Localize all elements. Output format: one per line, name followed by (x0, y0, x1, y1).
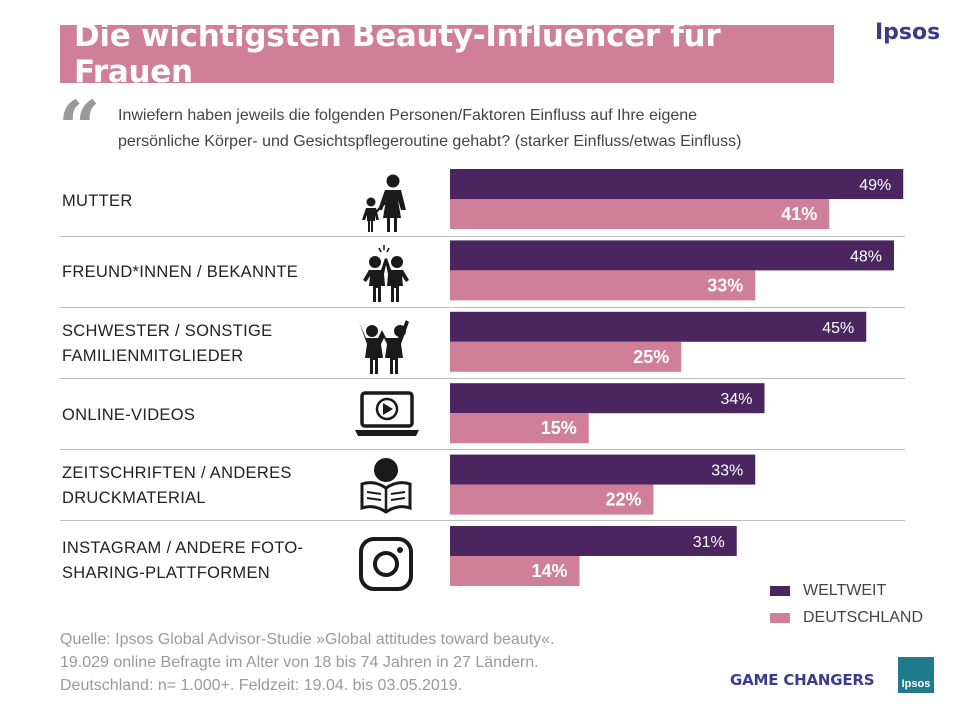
legend-deutschland: DEUTSCHLAND (770, 609, 923, 627)
row-label-mutter: MUTTER (62, 192, 133, 210)
row-label-online-videos: ONLINE-VIDEOS (62, 406, 196, 424)
data-label-deutschland-3: 15% (541, 418, 577, 438)
bar-deutschland-2 (450, 341, 682, 372)
data-label-deutschland-1: 33% (707, 275, 743, 295)
bar-deutschland-3 (450, 413, 589, 444)
survey-question: Inwiefern haben jeweils die folgenden Pe… (118, 107, 742, 150)
bar-deutschland-5 (450, 556, 580, 586)
footer-tagline: GAME CHANGERS (730, 671, 875, 689)
data-label-weltweit-2: 45% (822, 320, 854, 337)
legend-swatch-deutschland (770, 613, 790, 623)
legend-swatch-weltweit (770, 586, 790, 596)
data-label-weltweit-1: 48% (850, 248, 882, 265)
laptop-video-icon (355, 391, 419, 436)
bar-weltweit-5 (450, 526, 737, 556)
row-divider (60, 520, 905, 521)
quote-icon: “ (58, 86, 101, 172)
row-divider (60, 307, 905, 308)
row-divider (60, 449, 905, 450)
data-label-deutschland-4: 22% (605, 490, 641, 510)
row-label-schwester: SCHWESTER / SONSTIGE FAMILIENMITGLIEDER (62, 322, 273, 365)
bar-deutschland-1 (450, 270, 756, 301)
sisters-icon (358, 320, 409, 374)
title-banner: Die wichtigsten Beauty-Influencer für Fr… (60, 18, 834, 90)
page-title: Die wichtigsten Beauty-Influencer für Fr… (74, 18, 721, 90)
row-label-freunde: FREUND*INNEN / BEKANNTE (62, 263, 299, 281)
row-label-instagram: INSTAGRAM / ANDERE FOTO- SHARING-PLATTFO… (62, 539, 304, 582)
friends-high-five-icon (363, 245, 409, 302)
source-note: Quelle: Ipsos Global Advisor-Studie »Glo… (60, 631, 555, 694)
data-label-weltweit-5: 31% (693, 534, 725, 551)
row-divider (60, 236, 905, 237)
data-label-weltweit-4: 33% (711, 463, 743, 480)
data-label-deutschland-5: 14% (531, 561, 567, 581)
footer-logo: Ipsos (898, 657, 934, 693)
mother-child-icon (362, 174, 406, 232)
legend-weltweit: WELTWEIT (770, 582, 886, 600)
row-divider (60, 378, 905, 379)
bar-deutschland-0 (450, 199, 830, 229)
data-label-deutschland-0: 41% (781, 204, 817, 224)
bar-weltweit-2 (450, 311, 867, 342)
data-label-weltweit-0: 49% (859, 177, 891, 194)
bar-weltweit-0 (450, 169, 904, 199)
data-label-deutschland-2: 25% (633, 347, 669, 367)
row-label-zeitschriften: ZEITSCHRIFTEN / ANDERES DRUCKMATERIAL (62, 464, 292, 507)
reader-book-icon (360, 458, 412, 514)
bar-weltweit-3 (450, 383, 765, 414)
bar-weltweit-4 (450, 454, 756, 485)
data-label-weltweit-3: 34% (720, 391, 752, 408)
bar-weltweit-1 (450, 240, 894, 271)
instagram-icon (359, 537, 413, 591)
brand-logo: Ipsos (875, 20, 941, 45)
bar-deutschland-4 (450, 484, 654, 515)
